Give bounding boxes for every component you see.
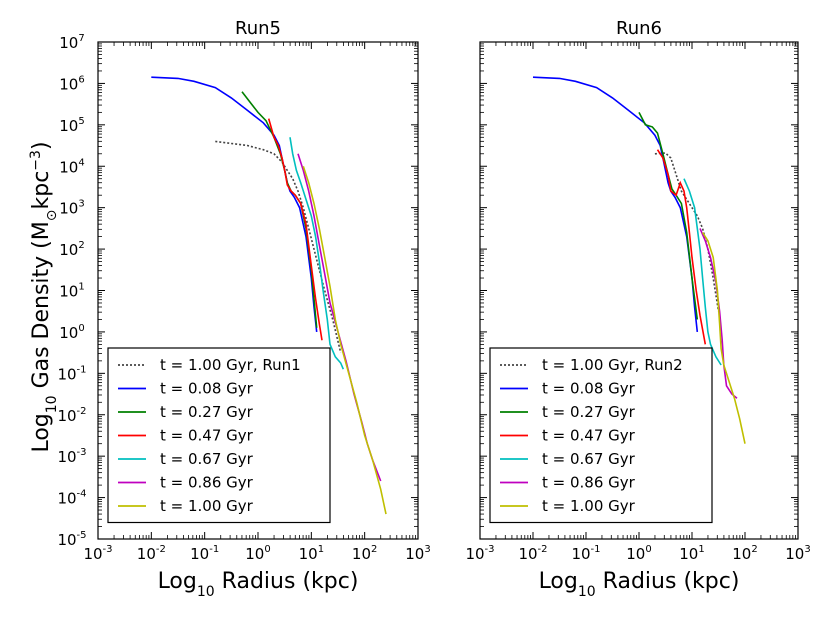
plot-frame — [479, 41, 799, 540]
series-line-t086 — [699, 228, 738, 399]
x-tick-label: 10-1 — [571, 544, 600, 563]
legend-label-t100: t = 1.00 Gyr — [542, 497, 636, 515]
y-tick-label: 106 — [59, 74, 84, 93]
y-axis-label: Log10 Gas Density (M⊙kpc−3) — [28, 141, 60, 452]
panel-run6: Run6 10-3 10-2 10-1 100 101 102 103 t = 1.00 Gyr… — [465, 18, 810, 600]
legend-label-t100: t = 1.00 Gyr — [160, 497, 254, 515]
x-tick-label: 10-3 — [465, 544, 494, 563]
y-tick-label: 101 — [59, 282, 84, 301]
x-tick-label: 100 — [626, 544, 651, 563]
series-line-t047 — [656, 149, 707, 345]
x-tick-label: 10-3 — [83, 544, 112, 563]
legend-label-t027: t = 0.27 Gyr — [160, 403, 254, 421]
y-tick-label: 10-4 — [57, 489, 86, 508]
legend-label-t008: t = 0.08 Gyr — [160, 380, 254, 398]
y-tick-label: 10-1 — [57, 364, 86, 383]
series-line-t027 — [638, 112, 699, 320]
x-tick-label: 10-1 — [190, 544, 219, 563]
legend-label-ref: t = 1.00 Gyr, Run1 — [160, 356, 301, 374]
series-line-t047 — [267, 118, 323, 341]
legend-label-t008: t = 0.08 Gyr — [542, 380, 636, 398]
panel-title: Run5 — [235, 18, 281, 39]
panel-title: Run6 — [616, 18, 662, 39]
legend: t = 1.00 Gyr, Run2 t = 0.08 Gyr t = 0.27 G… — [489, 347, 713, 524]
legend-label-t047: t = 0.47 Gyr — [160, 427, 254, 445]
legend-label-t067: t = 0.67 Gyr — [160, 450, 254, 468]
series-line-ref — [215, 140, 342, 353]
series-line-t100 — [302, 166, 387, 515]
x-tick-label: 10-2 — [137, 544, 166, 563]
series-line-t067 — [289, 137, 345, 370]
y-tick-label: 103 — [59, 199, 84, 218]
x-tick-label: 102 — [352, 544, 377, 563]
series-line-t100 — [701, 232, 746, 444]
series-line-t008 — [151, 76, 318, 332]
legend-label-ref: t = 1.00 Gyr, Run2 — [542, 356, 683, 374]
x-tick-label: 103 — [785, 544, 810, 563]
y-tick-label: 10-2 — [57, 406, 86, 425]
y-tick-label: 105 — [59, 116, 84, 135]
x-tick-label: 101 — [299, 544, 324, 563]
legend-label-t047: t = 0.47 Gyr — [542, 427, 636, 445]
y-tick-label: 10-3 — [57, 447, 86, 466]
legend-label-t086: t = 0.86 Gyr — [160, 474, 254, 492]
legend-label-t086: t = 0.86 Gyr — [542, 474, 636, 492]
legend-label-t027: t = 0.27 Gyr — [542, 403, 636, 421]
y-tick-label: 100 — [59, 323, 84, 342]
x-tick-label: 103 — [405, 544, 430, 563]
x-axis-label: Log10 Radius (kpc) — [158, 569, 359, 600]
panel-run5: Run5 10-3 10-2 10-1 100 101 102 103 10-5 10-4 10-3… — [57, 18, 430, 600]
x-tick-label: 10-2 — [518, 544, 547, 563]
plot-frame — [97, 41, 419, 540]
legend-label-t067: t = 0.67 Gyr — [542, 450, 636, 468]
x-tick-label: 102 — [732, 544, 757, 563]
series-line-t027 — [241, 91, 318, 328]
x-axis-label: Log10 Radius (kpc) — [539, 569, 740, 600]
legend: t = 1.00 Gyr, Run1 t = 0.08 Gyr t = 0.27 G… — [107, 347, 331, 524]
series-line-t008 — [532, 76, 699, 332]
y-tick-label: 104 — [59, 157, 84, 176]
x-tick-label: 100 — [245, 544, 270, 563]
series-group — [151, 76, 387, 515]
y-tick-label: 102 — [59, 240, 84, 259]
y-tick-label: 107 — [59, 33, 84, 52]
y-tick-label: 10-5 — [57, 530, 86, 549]
x-tick-label: 101 — [679, 544, 704, 563]
